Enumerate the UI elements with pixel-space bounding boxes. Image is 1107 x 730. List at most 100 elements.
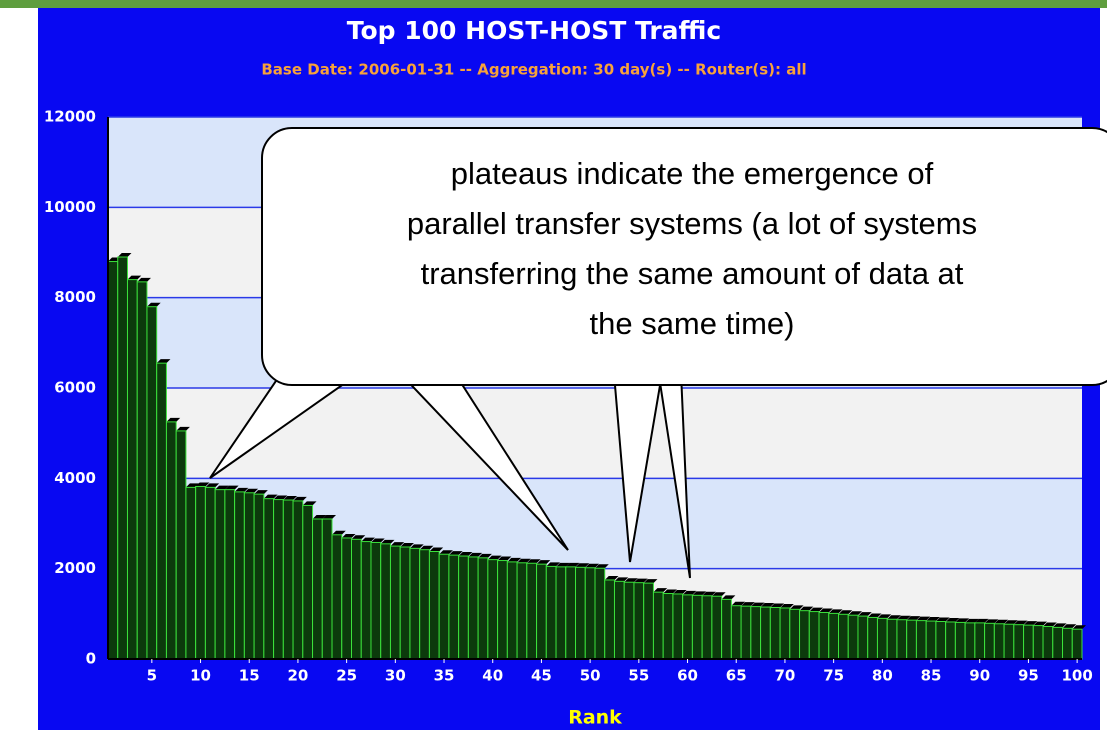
bar-top xyxy=(828,609,843,614)
bar xyxy=(721,598,732,660)
x-tick-label: 75 xyxy=(823,667,844,685)
bar xyxy=(974,622,986,660)
bar xyxy=(954,621,966,660)
bar xyxy=(536,563,547,660)
bar-top xyxy=(974,618,989,623)
y-tick-label: 12000 xyxy=(44,108,96,126)
bar-top xyxy=(633,578,648,583)
bar xyxy=(497,560,508,660)
bar xyxy=(458,555,469,660)
y-tick-label: 8000 xyxy=(54,288,96,306)
bar xyxy=(165,421,177,660)
bar xyxy=(1052,626,1064,660)
bar-top xyxy=(176,426,190,431)
x-tick-label: 65 xyxy=(726,667,747,685)
bar xyxy=(312,518,323,660)
bar xyxy=(1032,625,1044,660)
bar xyxy=(925,620,937,660)
bar-top xyxy=(244,488,259,493)
x-tick-label: 100 xyxy=(1061,667,1092,685)
x-tick-label: 15 xyxy=(239,667,260,685)
bar xyxy=(107,261,119,660)
bar-top xyxy=(692,591,707,596)
bar-top xyxy=(731,601,746,606)
bar-top xyxy=(935,617,950,622)
bar-top xyxy=(448,551,463,556)
bar-top xyxy=(614,577,629,582)
bar xyxy=(604,579,615,660)
x-tick-label: 10 xyxy=(190,667,211,685)
bar xyxy=(409,547,421,660)
bar-top xyxy=(624,578,638,583)
bar-top xyxy=(1043,622,1057,627)
bar xyxy=(341,537,353,660)
bar-top xyxy=(984,619,999,624)
bar xyxy=(935,621,947,660)
bar xyxy=(360,541,372,660)
bar-top xyxy=(458,552,473,557)
callout-box xyxy=(261,127,1107,386)
bar xyxy=(584,567,596,660)
bar xyxy=(876,617,888,660)
bar xyxy=(351,538,362,660)
bar xyxy=(964,622,976,660)
x-tick-label: 30 xyxy=(385,667,406,685)
bar-top xyxy=(760,603,775,608)
bar-top xyxy=(906,616,921,621)
bar xyxy=(419,549,430,660)
bar-top xyxy=(926,617,940,622)
bar xyxy=(399,546,411,660)
bar-top xyxy=(653,588,668,593)
bar-top xyxy=(604,575,619,580)
y-tick-label: 2000 xyxy=(54,559,96,577)
bar xyxy=(292,500,304,660)
bar-top xyxy=(332,530,346,535)
bar xyxy=(136,281,148,660)
bar-top xyxy=(468,552,483,557)
bar-top xyxy=(361,537,375,542)
bar-top xyxy=(263,494,278,499)
chart-title: Top 100 HOST-HOST Traffic xyxy=(347,16,721,45)
bar-top xyxy=(877,614,892,619)
bar-top xyxy=(526,559,541,564)
bar-top xyxy=(1013,620,1028,625)
bar xyxy=(282,499,294,660)
bar xyxy=(467,556,479,660)
bar xyxy=(662,593,674,660)
bar-top xyxy=(994,619,1009,624)
bar xyxy=(818,611,830,660)
bar xyxy=(370,541,382,660)
bar-top xyxy=(517,558,531,563)
x-tick-label: 80 xyxy=(872,667,893,685)
bar-top xyxy=(156,359,171,364)
bar-top xyxy=(643,579,658,584)
y-tick-label: 10000 xyxy=(44,198,96,216)
bar xyxy=(448,554,460,660)
bar-top xyxy=(595,564,609,569)
bar xyxy=(224,489,236,660)
bar xyxy=(477,557,489,660)
top-bar xyxy=(0,0,1107,8)
x-tick-label: 90 xyxy=(969,667,990,685)
bar xyxy=(516,562,528,660)
bar xyxy=(526,562,538,660)
callout: plateaus indicate the emergence of paral… xyxy=(209,127,1107,579)
bar xyxy=(506,561,518,660)
bar xyxy=(993,623,1005,660)
bar-top xyxy=(770,603,785,608)
bar xyxy=(156,362,167,660)
bar xyxy=(867,616,878,660)
bar xyxy=(594,567,606,660)
bar xyxy=(857,615,869,660)
bar xyxy=(984,622,995,660)
bar-top xyxy=(351,535,366,540)
bar xyxy=(195,485,206,660)
bar xyxy=(1013,624,1025,660)
bar xyxy=(243,492,255,660)
x-tick-label: 45 xyxy=(531,667,552,685)
bar-top xyxy=(400,542,414,547)
y-tick-label: 0 xyxy=(86,650,96,668)
bar xyxy=(555,566,567,660)
x-tick-label: 35 xyxy=(434,667,455,685)
